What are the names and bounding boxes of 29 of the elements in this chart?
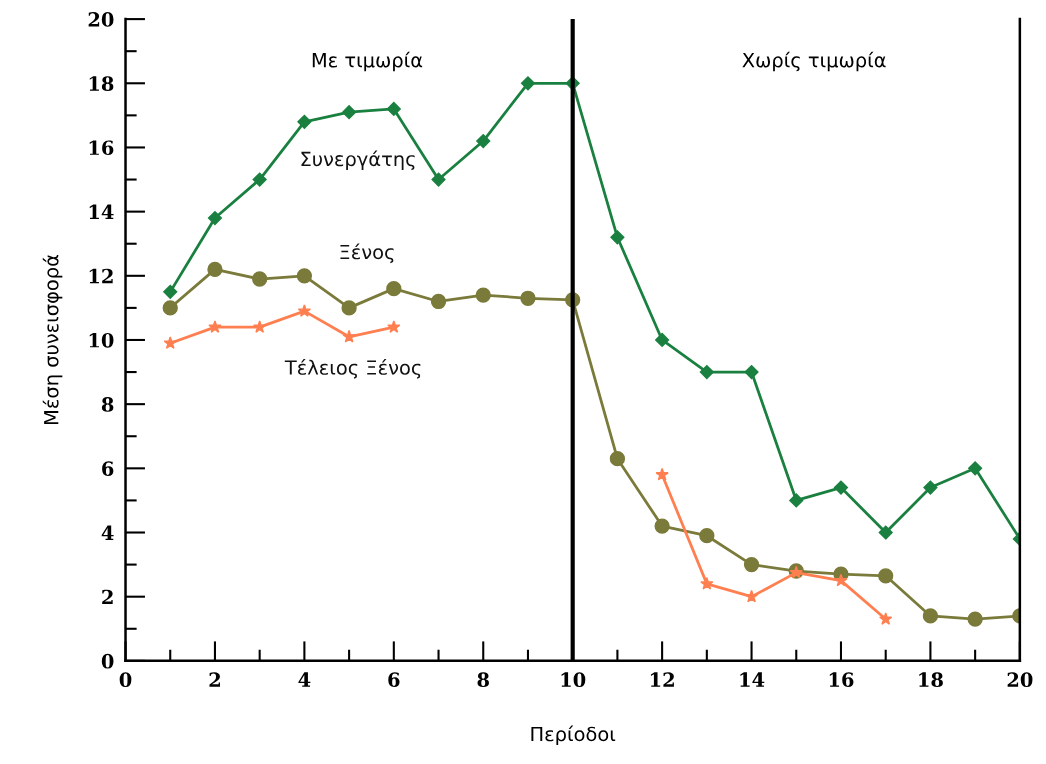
annotation: Με τιμωρία [312, 51, 423, 72]
x-tick-label: 6 [388, 672, 400, 688]
x-tick-label: 12 [650, 672, 674, 687]
annotation: Χωρίς τιμωρία [742, 51, 886, 72]
y-tick-label: 0 [101, 653, 114, 669]
x-tick-label: 8 [477, 672, 489, 688]
x-tick-label: 20 [1007, 672, 1033, 688]
x-tick-label: 14 [740, 672, 765, 687]
y-tick-label: 18 [89, 76, 114, 91]
series-label: Συνεργάτης [301, 150, 415, 171]
x-tick-label: 10 [561, 672, 586, 688]
x-tick-label: 16 [829, 672, 854, 688]
y-tick-label: 10 [89, 332, 114, 348]
y-tick-label: 2 [102, 589, 113, 605]
y-tick-label: 16 [89, 140, 114, 156]
x-tick-label: 0 [119, 672, 132, 688]
y-tick-label: 14 [89, 204, 114, 220]
x-axis-title: Περίοδοι [531, 725, 616, 746]
x-tick-label: 4 [298, 672, 311, 687]
y-tick-label: 4 [101, 525, 114, 540]
series-label: Τέλειος Ξένος [284, 359, 421, 379]
y-tick-label: 6 [102, 461, 114, 476]
x-tick-label: 2 [209, 672, 220, 687]
x-tick-label: 18 [919, 672, 943, 688]
y-tick-label: 12 [89, 268, 113, 284]
y-axis-title: Μέση συνεισφορά [42, 254, 63, 424]
y-tick-label: 8 [101, 397, 114, 412]
series-label: Ξένος [340, 243, 394, 264]
y-tick-label: 20 [88, 12, 114, 27]
